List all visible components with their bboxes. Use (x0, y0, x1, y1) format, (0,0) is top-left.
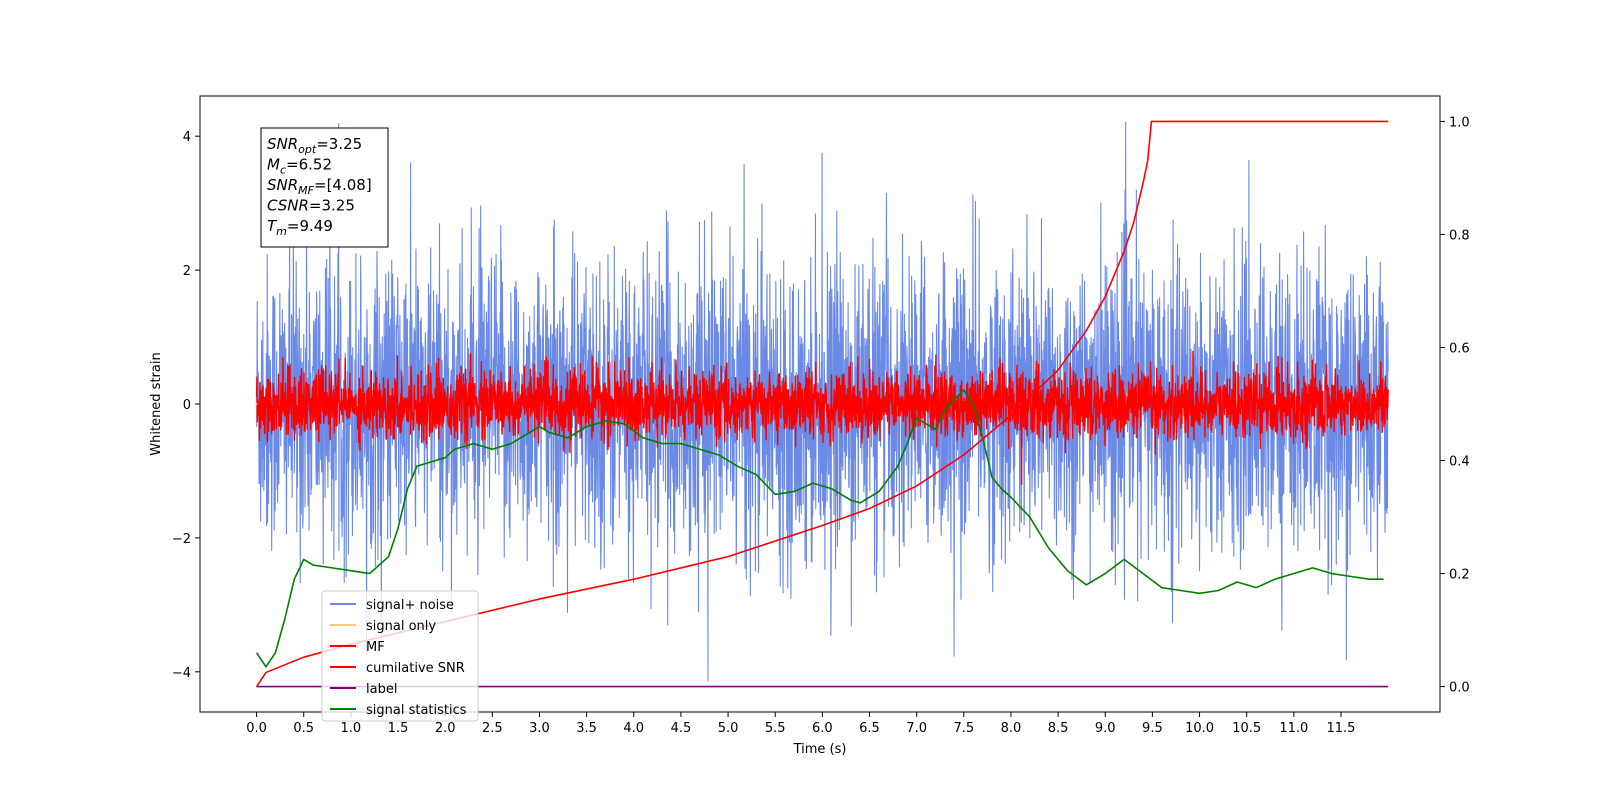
legend-label: label (366, 682, 397, 697)
info-box-line: CSNR=3.25 (267, 197, 355, 215)
y-tick-label: 2 (183, 264, 191, 279)
y-tick-label: −4 (172, 666, 191, 681)
x-tick-label: 5.5 (765, 721, 786, 736)
info-box-line: Mc=6.52 (267, 156, 332, 177)
x-tick-label: 6.0 (812, 721, 833, 736)
y-tick-label: 0 (183, 398, 191, 413)
legend-frame (321, 590, 479, 722)
x-tick-label: 6.5 (859, 721, 880, 736)
x-axis: 0.0 0.5 1.0 1.5 2.0 2.5 3.0 3.5 4.0 4.5 5.0 5.5 6.0 6… (246, 712, 1355, 736)
info-box-line: SNRMF=[4.08] (267, 176, 372, 197)
x-tick-label: 7.0 (906, 721, 927, 736)
info-box-line: SNRopt=3.25 (267, 135, 362, 156)
y-axis-left: −4 −2 0 2 4 (172, 130, 200, 681)
legend-label: signal only (366, 619, 436, 634)
x-tick-label: 10.5 (1232, 721, 1261, 736)
legend: signal+ noise signal only MF cumilative SNR… (321, 590, 479, 722)
x-tick-label: 3.0 (529, 721, 550, 736)
x-tick-label: 0.5 (293, 721, 314, 736)
x-tick-label: 11.0 (1279, 721, 1308, 736)
series-line-signal-statistics (255, 389, 1384, 668)
y-axis-right: 0.0 0.2 0.4 0.6 0.8 1.0 (1440, 115, 1470, 696)
y2-tick-label: 0.0 (1449, 681, 1470, 696)
x-tick-label: 9.0 (1095, 721, 1116, 736)
x-tick-label: 1.0 (341, 721, 362, 736)
x-tick-label: 3.5 (576, 721, 597, 736)
legend-label: signal statistics (366, 703, 467, 718)
x-axis-label: Time (s) (793, 742, 847, 757)
x-tick-label: 7.5 (953, 721, 974, 736)
legend-label: signal+ noise (366, 598, 454, 613)
x-tick-label: 1.5 (388, 721, 409, 736)
y2-tick-label: 0.2 (1449, 568, 1470, 583)
x-tick-label: 8.0 (1001, 721, 1022, 736)
y2-tick-label: 0.8 (1449, 228, 1470, 243)
x-tick-label: 0.0 (246, 721, 267, 736)
y2-tick-label: 1.0 (1449, 115, 1470, 130)
legend-label: MF (366, 640, 385, 655)
x-tick-label: 10.0 (1185, 721, 1214, 736)
series-line-mf (255, 350, 1389, 486)
info-box-line: Tm=9.49 (267, 217, 333, 238)
y-axis-label: Whitened strain (149, 352, 164, 455)
y2-tick-label: 0.6 (1449, 341, 1470, 356)
x-tick-label: 5.0 (718, 721, 739, 736)
y-tick-label: 4 (183, 130, 191, 145)
x-tick-label: 4.0 (623, 721, 644, 736)
info-box-frame (260, 127, 389, 248)
x-tick-label: 11.5 (1327, 721, 1356, 736)
x-tick-label: 2.5 (482, 721, 503, 736)
x-tick-label: 2.0 (435, 721, 456, 736)
x-tick-label: 9.5 (1142, 721, 1163, 736)
x-tick-label: 4.5 (671, 721, 692, 736)
y-tick-label: −2 (172, 532, 191, 547)
legend-label: cumilative SNR (366, 661, 465, 676)
x-tick-label: 8.5 (1048, 721, 1069, 736)
y2-tick-label: 0.4 (1449, 455, 1470, 470)
